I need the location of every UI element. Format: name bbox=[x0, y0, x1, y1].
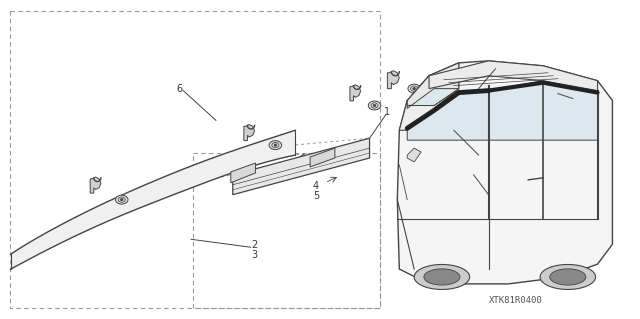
Polygon shape bbox=[269, 141, 282, 150]
Polygon shape bbox=[272, 143, 279, 148]
Polygon shape bbox=[407, 89, 459, 108]
Polygon shape bbox=[411, 86, 418, 91]
Polygon shape bbox=[118, 197, 125, 202]
Polygon shape bbox=[120, 198, 123, 201]
Text: XTK81R0400: XTK81R0400 bbox=[488, 296, 542, 305]
Polygon shape bbox=[407, 63, 459, 106]
Polygon shape bbox=[397, 61, 612, 284]
Polygon shape bbox=[371, 103, 378, 108]
Polygon shape bbox=[413, 87, 415, 90]
Polygon shape bbox=[387, 71, 399, 89]
Polygon shape bbox=[233, 138, 369, 195]
Text: 2: 2 bbox=[479, 153, 484, 163]
Text: 6: 6 bbox=[176, 84, 182, 93]
Polygon shape bbox=[550, 269, 586, 285]
Polygon shape bbox=[11, 130, 295, 269]
Polygon shape bbox=[429, 61, 598, 96]
Polygon shape bbox=[350, 85, 361, 101]
Text: 2: 2 bbox=[252, 240, 258, 250]
Polygon shape bbox=[399, 63, 459, 130]
Polygon shape bbox=[488, 81, 598, 140]
Polygon shape bbox=[368, 101, 381, 110]
Polygon shape bbox=[373, 104, 376, 107]
Polygon shape bbox=[244, 124, 255, 141]
Text: 3: 3 bbox=[252, 250, 258, 260]
Polygon shape bbox=[115, 195, 128, 204]
Polygon shape bbox=[310, 148, 335, 167]
Polygon shape bbox=[407, 148, 421, 162]
Text: 5: 5 bbox=[572, 98, 578, 108]
Polygon shape bbox=[414, 264, 470, 289]
Text: 1: 1 bbox=[385, 108, 390, 117]
Polygon shape bbox=[408, 84, 420, 93]
Polygon shape bbox=[407, 91, 488, 140]
Text: 5: 5 bbox=[313, 191, 319, 201]
Text: 4: 4 bbox=[495, 62, 502, 72]
Text: 4: 4 bbox=[313, 181, 319, 191]
Polygon shape bbox=[231, 163, 255, 183]
Polygon shape bbox=[90, 177, 101, 193]
Polygon shape bbox=[274, 144, 276, 146]
Text: 3: 3 bbox=[488, 193, 493, 203]
Polygon shape bbox=[540, 264, 596, 289]
Polygon shape bbox=[424, 269, 460, 285]
